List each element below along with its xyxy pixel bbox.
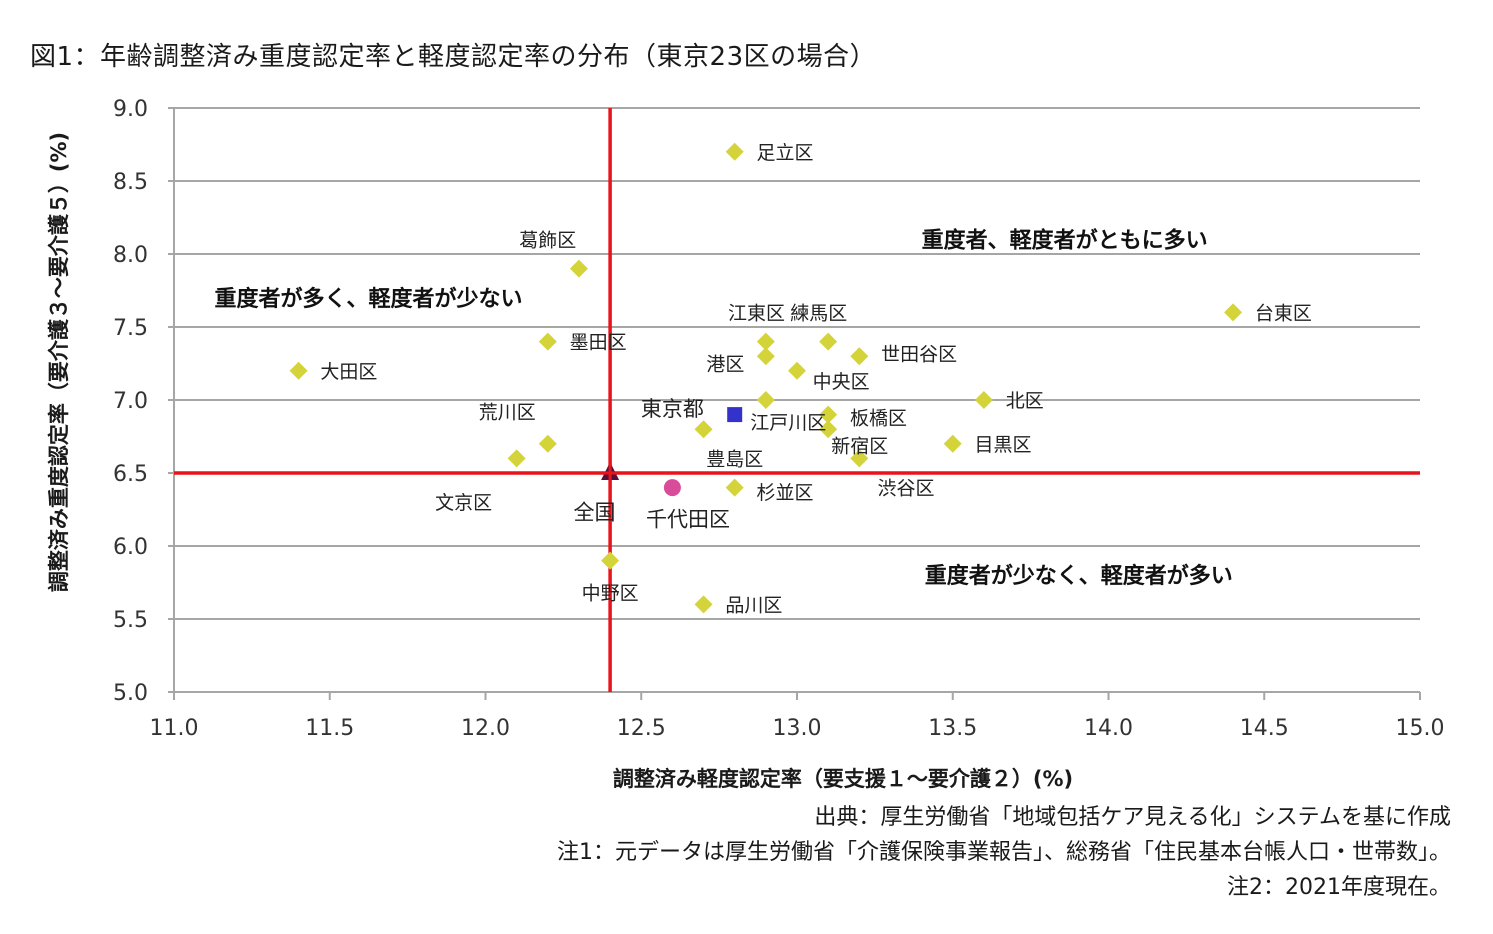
x-tick-label: 13.0 <box>773 716 822 741</box>
point-label: 台東区 <box>1255 302 1312 324</box>
x-tick-label: 12.0 <box>461 716 510 741</box>
note-1: 注1：元データは厚生労働省「介護保険事業報告」、総務省「住民基本台帳人口・世帯数… <box>556 840 1451 865</box>
quadrant-label: 重度者が多く、軽度者が少ない <box>214 286 522 312</box>
y-tick-label: 6.0 <box>113 535 148 560</box>
y-tick-label: 8.0 <box>113 243 148 268</box>
point-label: 世田谷区 <box>881 343 957 365</box>
diamond-marker <box>725 142 744 161</box>
point-label: 目黒区 <box>975 434 1032 456</box>
point-label: 千代田区 <box>646 508 730 532</box>
y-axis-title: 調整済み重度認定率（要介護３～要介護５）(%) <box>47 132 71 592</box>
x-tick-label: 14.5 <box>1240 716 1289 741</box>
point-label: 中野区 <box>582 583 639 605</box>
point-label: 板橋区 <box>850 408 907 430</box>
diamond-marker <box>819 405 838 424</box>
point-label: 葛飾区 <box>519 229 576 251</box>
source-note: 出典：厚生労働省「地域包括ケア見える化」システムを基に作成 <box>814 805 1451 830</box>
point-label: 大田区 <box>320 361 377 383</box>
diamond-marker <box>601 551 620 570</box>
y-tick-label: 6.5 <box>113 462 148 487</box>
diamond-marker <box>819 420 838 439</box>
point-label: 荒川区 <box>479 402 536 424</box>
diamond-marker <box>850 347 869 366</box>
point-label: 北区 <box>1006 390 1044 412</box>
x-tick-label: 15.0 <box>1396 716 1445 741</box>
diamond-marker <box>1224 303 1243 322</box>
gridlines <box>174 107 1420 693</box>
y-tick-label: 5.5 <box>113 608 148 633</box>
point-label: 文京区 <box>435 492 492 514</box>
point-label: 練馬区 <box>790 302 847 324</box>
point-label: 港区 <box>706 354 744 376</box>
point-label: 江戸川区 <box>750 412 826 434</box>
diamond-marker <box>569 259 588 278</box>
quadrant-label: 重度者、軽度者がともに多い <box>922 227 1208 253</box>
point-label: 品川区 <box>725 594 782 616</box>
diamond-marker <box>943 434 962 453</box>
chart-title: 図1：年齢調整済み重度認定率と軽度認定率の分布（東京23区の場合） <box>30 42 877 72</box>
y-tick-label: 5.0 <box>113 681 148 706</box>
diamond-marker <box>819 332 838 351</box>
point-label: 杉並区 <box>757 482 814 504</box>
reference-lines <box>174 108 1420 692</box>
note-2: 注2：2021年度現在。 <box>1227 875 1451 900</box>
diamond-marker <box>788 361 806 380</box>
point-label: 江東区 <box>728 302 785 324</box>
diamond-marker <box>507 449 526 468</box>
x-tick-label: 13.5 <box>928 716 977 741</box>
quadrant-label: 重度者が少なく、軽度者が多い <box>925 563 1233 589</box>
x-tick-label: 11.0 <box>150 716 199 741</box>
point-label: 東京都 <box>641 397 704 421</box>
point-label: 全国 <box>574 500 616 524</box>
diamond-marker <box>694 420 713 439</box>
point-label: 渋谷区 <box>878 478 935 500</box>
diamond-marker <box>694 595 713 614</box>
diamond-marker <box>974 391 993 409</box>
point-label: 豊島区 <box>706 448 763 470</box>
y-tick-label: 9.0 <box>113 97 148 122</box>
y-tick-label: 7.5 <box>113 316 148 341</box>
point-label: 新宿区 <box>831 435 888 457</box>
diamond-marker <box>538 434 557 453</box>
diamond-marker <box>538 332 557 351</box>
point-label: 足立区 <box>757 142 814 164</box>
x-tick-label: 11.5 <box>305 716 354 741</box>
x-axis-title: 調整済み軽度認定率（要支援１～要介護２）(%) <box>613 767 1073 791</box>
diamond-marker <box>289 361 308 380</box>
data-points <box>289 142 1243 614</box>
circle-marker <box>663 479 681 497</box>
square-marker <box>727 407 743 423</box>
diamond-marker <box>850 449 869 468</box>
diamond-marker <box>756 332 775 351</box>
axes: 9.0 8.5 8.0 7.5 7.0 6.5 6.0 5.5 5.011.0 11.5 12.0 1… <box>113 97 1444 741</box>
notes-block: 出典：厚生労働省「地域包括ケア見える化」システムを基に作成 注1：元データは厚生… <box>557 800 1451 905</box>
diamond-marker <box>725 478 744 497</box>
point-label: 中央区 <box>813 371 870 393</box>
y-tick-label: 7.0 <box>113 389 148 414</box>
quadrant-labels: 重度者、軽度者がともに多い重度者が多く、軽度者が少ない重度者が少なく、軽度者が多… <box>214 227 1232 589</box>
point-label: 墨田区 <box>570 332 627 354</box>
diamond-marker <box>756 391 775 409</box>
x-tick-label: 12.5 <box>617 716 666 741</box>
y-tick-label: 8.5 <box>113 170 148 195</box>
x-tick-label: 14.0 <box>1084 716 1133 741</box>
diamond-marker <box>756 347 775 366</box>
